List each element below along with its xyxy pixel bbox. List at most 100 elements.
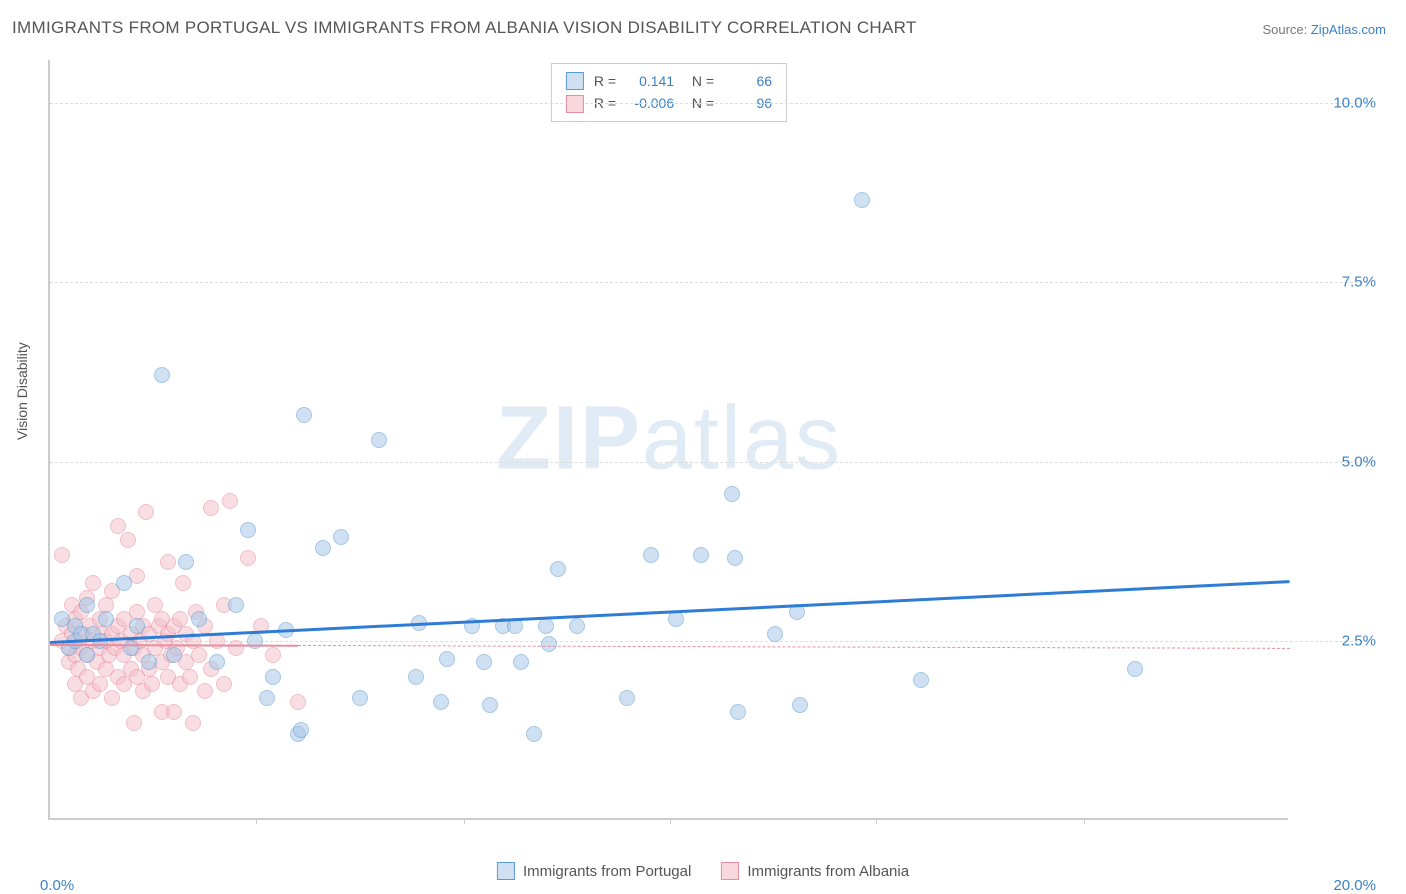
data-point [141, 654, 157, 670]
data-point [541, 636, 557, 652]
data-point [619, 690, 635, 706]
data-point [185, 715, 201, 731]
data-point [792, 697, 808, 713]
chart-plot-area: R = 0.141 N = 66 R = -0.006 N = 96 ZIPat… [48, 60, 1288, 820]
legend-item-albania: Immigrants from Albania [721, 862, 909, 880]
data-point [85, 575, 101, 591]
swatch-pink [721, 862, 739, 880]
x-minor-tick [876, 818, 877, 824]
gridline-h [50, 103, 1368, 104]
y-tick-label: 10.0% [1333, 95, 1376, 112]
gridline-h [50, 462, 1368, 463]
data-point [228, 597, 244, 613]
r-label: R = [594, 70, 616, 92]
data-point [767, 626, 783, 642]
data-point [138, 504, 154, 520]
data-point [538, 618, 554, 634]
legend-item-portugal: Immigrants from Portugal [497, 862, 691, 880]
data-point [120, 532, 136, 548]
data-point [116, 575, 132, 591]
chart-title: IMMIGRANTS FROM PORTUGAL VS IMMIGRANTS F… [12, 18, 917, 38]
data-point [526, 726, 542, 742]
data-point [126, 715, 142, 731]
x-minor-tick [464, 818, 465, 824]
data-point [98, 611, 114, 627]
data-point [240, 522, 256, 538]
data-point [182, 669, 198, 685]
data-point [79, 597, 95, 613]
gridline-h [50, 282, 1368, 283]
data-point [104, 690, 120, 706]
data-point [54, 547, 70, 563]
data-point [439, 651, 455, 667]
data-point [222, 493, 238, 509]
series-legend: Immigrants from Portugal Immigrants from… [497, 862, 909, 880]
source-link[interactable]: ZipAtlas.com [1311, 22, 1386, 37]
data-point [175, 575, 191, 591]
data-point [129, 618, 145, 634]
y-axis-label: Vision Disability [14, 342, 30, 440]
data-point [191, 611, 207, 627]
x-minor-tick [1084, 818, 1085, 824]
x-minor-tick [670, 818, 671, 824]
data-point [209, 654, 225, 670]
legend-row-portugal: R = 0.141 N = 66 [566, 70, 772, 92]
data-point [154, 367, 170, 383]
data-point [550, 561, 566, 577]
data-point [197, 683, 213, 699]
x-tick-label: 20.0% [1333, 877, 1376, 894]
data-point [259, 690, 275, 706]
data-point [569, 618, 585, 634]
data-point [160, 554, 176, 570]
data-point [144, 676, 160, 692]
data-point [166, 647, 182, 663]
data-point [408, 669, 424, 685]
swatch-blue [566, 72, 584, 90]
source-attribution: Source: ZipAtlas.com [1262, 22, 1386, 37]
y-tick-label: 5.0% [1342, 453, 1376, 470]
data-point [352, 690, 368, 706]
legend-label-albania: Immigrants from Albania [747, 863, 909, 880]
data-point [203, 500, 219, 516]
data-point [166, 704, 182, 720]
x-minor-tick [256, 818, 257, 824]
y-tick-label: 7.5% [1342, 274, 1376, 291]
data-point [476, 654, 492, 670]
data-point [433, 694, 449, 710]
data-point [293, 722, 309, 738]
data-point [371, 432, 387, 448]
data-point [92, 676, 108, 692]
y-tick-label: 2.5% [1342, 632, 1376, 649]
data-point [228, 640, 244, 656]
data-point [854, 192, 870, 208]
data-point [191, 647, 207, 663]
data-point [265, 669, 281, 685]
data-point [482, 697, 498, 713]
data-point [333, 529, 349, 545]
data-point [216, 676, 232, 692]
data-point [643, 547, 659, 563]
data-point [913, 672, 929, 688]
data-point [290, 694, 306, 710]
x-tick-label: 0.0% [40, 877, 74, 894]
correlation-legend: R = 0.141 N = 66 R = -0.006 N = 96 [551, 63, 787, 122]
data-point [315, 540, 331, 556]
legend-label-portugal: Immigrants from Portugal [523, 863, 691, 880]
data-point [668, 611, 684, 627]
n-value-portugal: 66 [722, 70, 772, 92]
data-point [724, 486, 740, 502]
data-point [1127, 661, 1143, 677]
data-point [265, 647, 281, 663]
data-point [240, 550, 256, 566]
data-point [730, 704, 746, 720]
r-value-portugal: 0.141 [624, 70, 674, 92]
data-point [513, 654, 529, 670]
data-point [727, 550, 743, 566]
watermark: ZIPatlas [496, 388, 842, 491]
n-label: N = [684, 70, 714, 92]
data-point [79, 647, 95, 663]
data-point [693, 547, 709, 563]
trendline [298, 645, 1290, 649]
data-point [178, 554, 194, 570]
data-point [296, 407, 312, 423]
